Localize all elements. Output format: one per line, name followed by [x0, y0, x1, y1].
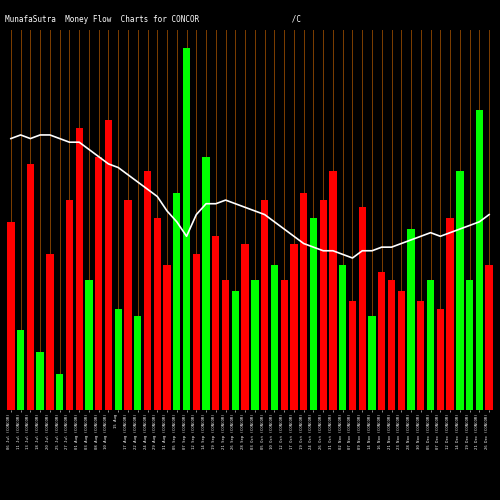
- Bar: [368, 316, 376, 410]
- Bar: [26, 164, 34, 410]
- Bar: [486, 265, 493, 410]
- Bar: [349, 302, 356, 410]
- Bar: [436, 308, 444, 410]
- Bar: [339, 265, 346, 410]
- Bar: [261, 200, 268, 410]
- Bar: [466, 280, 473, 410]
- Bar: [330, 171, 336, 410]
- Bar: [134, 316, 141, 410]
- Bar: [251, 280, 258, 410]
- Bar: [17, 330, 24, 410]
- Bar: [242, 244, 249, 410]
- Bar: [212, 236, 220, 410]
- Bar: [358, 208, 366, 410]
- Bar: [388, 280, 395, 410]
- Bar: [124, 200, 132, 410]
- Bar: [202, 156, 209, 410]
- Bar: [310, 218, 317, 410]
- Bar: [164, 265, 170, 410]
- Bar: [76, 128, 83, 410]
- Bar: [427, 280, 434, 410]
- Bar: [154, 218, 161, 410]
- Bar: [300, 193, 308, 410]
- Text: MunafaSutra  Money Flow  Charts for CONCOR                    /C                : MunafaSutra Money Flow Charts for CONCOR…: [5, 15, 500, 24]
- Bar: [56, 374, 64, 410]
- Bar: [280, 280, 288, 410]
- Bar: [417, 302, 424, 410]
- Bar: [456, 171, 464, 410]
- Bar: [183, 48, 190, 410]
- Bar: [86, 280, 92, 410]
- Bar: [270, 265, 278, 410]
- Bar: [398, 290, 405, 410]
- Bar: [95, 156, 102, 410]
- Bar: [36, 352, 44, 410]
- Bar: [476, 110, 483, 410]
- Bar: [232, 290, 239, 410]
- Bar: [46, 254, 54, 410]
- Bar: [446, 218, 454, 410]
- Bar: [320, 200, 327, 410]
- Bar: [7, 222, 14, 410]
- Bar: [105, 120, 112, 410]
- Bar: [192, 254, 200, 410]
- Bar: [222, 280, 230, 410]
- Bar: [408, 229, 414, 410]
- Bar: [290, 244, 298, 410]
- Bar: [173, 193, 180, 410]
- Bar: [66, 200, 73, 410]
- Bar: [144, 171, 151, 410]
- Bar: [378, 272, 386, 410]
- Bar: [114, 308, 122, 410]
